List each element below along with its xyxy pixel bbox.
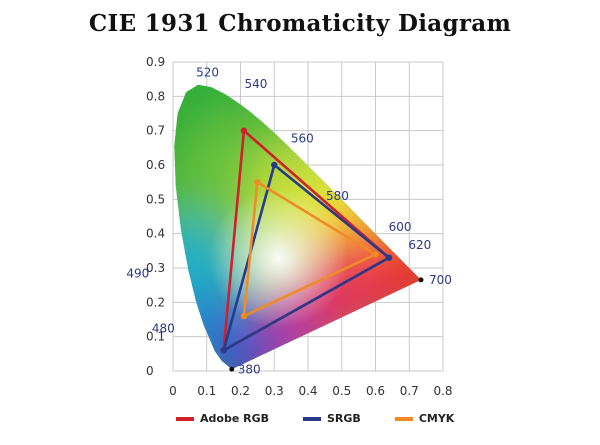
gamut-vertex <box>372 251 379 258</box>
y-tick-label: 0.5 <box>146 192 165 206</box>
wavelength-label: 380 <box>238 362 261 376</box>
wavelength-labels: 380 480 490 520 540 560 580 600 620 700 <box>126 66 452 377</box>
y-tick-label: 0.4 <box>146 227 165 241</box>
y-tick-label: 0.9 <box>146 55 165 69</box>
y-tick-label: 0.2 <box>146 295 165 309</box>
wavelength-label: 600 <box>389 220 412 234</box>
endpoint-dot <box>229 366 235 372</box>
legend-label: CMYK <box>418 412 455 425</box>
gamut-triangles <box>220 127 393 354</box>
y-tick-label: 0 <box>146 364 154 378</box>
axis-ticks: 0 0.1 0.2 0.3 0.4 0.5 0.6 0.7 0.8 0 0.1 0.2 0.3 0.4 0.… <box>146 55 453 398</box>
white-glow <box>208 188 349 329</box>
legend: Adobe RGB SRGB CMYK <box>176 412 476 425</box>
legend-label: SRGB <box>327 412 361 425</box>
wavelength-label: 520 <box>196 66 219 80</box>
gamut-vertex <box>220 347 227 354</box>
legend-swatch <box>303 416 321 421</box>
wavelength-label: 580 <box>326 189 349 203</box>
legend-item-adobe-rgb: Adobe RGB <box>176 412 269 425</box>
x-tick-label: 0.7 <box>400 384 419 398</box>
legend-item-cmyk: CMYK <box>394 412 455 425</box>
legend-item-srgb: SRGB <box>303 412 361 425</box>
y-tick-label: 0.1 <box>146 330 165 344</box>
y-tick-label: 0.7 <box>146 124 165 138</box>
y-tick-label: 0.8 <box>146 89 165 103</box>
wavelength-label: 700 <box>429 273 452 287</box>
x-tick-label: 0.8 <box>433 384 452 398</box>
x-tick-label: 0.3 <box>265 384 284 398</box>
legend-label: Adobe RGB <box>200 412 269 425</box>
legend-swatch <box>176 416 194 421</box>
x-tick-label: 0.6 <box>366 384 385 398</box>
x-tick-label: 0.2 <box>231 384 250 398</box>
chart-title: CIE 1931 Chromaticity Diagram <box>88 10 512 37</box>
gamut-vertex <box>240 127 248 134</box>
y-tick-label: 0.3 <box>146 261 165 275</box>
y-tick-label: 0.6 <box>146 158 165 172</box>
x-tick-label: 0.5 <box>332 384 351 398</box>
wavelength-label: 620 <box>408 238 431 252</box>
x-tick-label: 0 <box>169 384 177 398</box>
wavelength-label: 540 <box>244 77 267 91</box>
wavelength-label: 480 <box>152 321 175 335</box>
endpoint-dot <box>418 277 424 283</box>
gamut-vertex <box>271 161 278 169</box>
gamut-cmyk <box>242 180 377 318</box>
gamut-vertex <box>254 178 261 186</box>
wavelength-label: 560 <box>291 132 314 146</box>
legend-swatch <box>394 416 413 421</box>
gamut-vertex <box>240 312 248 320</box>
x-tick-label: 0.1 <box>197 384 216 398</box>
wavelength-label: 490 <box>126 267 149 281</box>
x-tick-label: 0.4 <box>298 384 317 398</box>
gamut-vertex <box>385 254 393 261</box>
